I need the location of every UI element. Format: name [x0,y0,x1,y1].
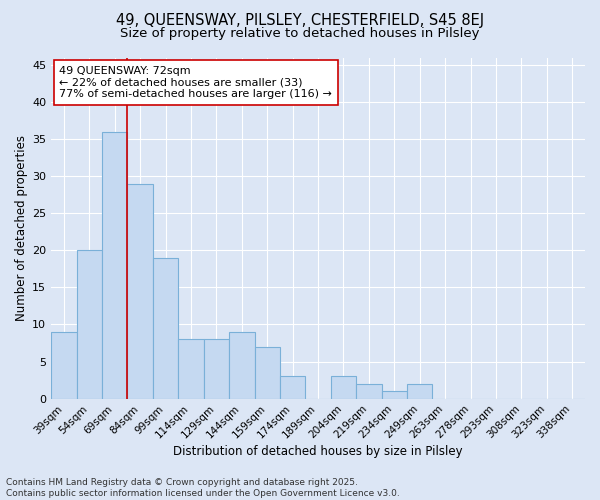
Bar [254,346,280,399]
Text: Size of property relative to detached houses in Pilsley: Size of property relative to detached ho… [120,28,480,40]
Text: 49, QUEENSWAY, PILSLEY, CHESTERFIELD, S45 8EJ: 49, QUEENSWAY, PILSLEY, CHESTERFIELD, S4… [116,12,484,28]
Text: 49 QUEENSWAY: 72sqm
← 22% of detached houses are smaller (33)
77% of semi-detach: 49 QUEENSWAY: 72sqm ← 22% of detached ho… [59,66,332,99]
Bar [51,332,77,398]
Y-axis label: Number of detached properties: Number of detached properties [15,135,28,321]
Bar [331,376,356,398]
Bar [280,376,305,398]
Bar [102,132,127,398]
Bar [382,391,407,398]
Bar [229,332,254,398]
Bar [203,340,229,398]
Bar [356,384,382,398]
Bar [77,250,102,398]
Bar [127,184,153,398]
Bar [407,384,433,398]
Bar [178,340,203,398]
Text: Contains HM Land Registry data © Crown copyright and database right 2025.
Contai: Contains HM Land Registry data © Crown c… [6,478,400,498]
X-axis label: Distribution of detached houses by size in Pilsley: Distribution of detached houses by size … [173,444,463,458]
Bar [153,258,178,398]
